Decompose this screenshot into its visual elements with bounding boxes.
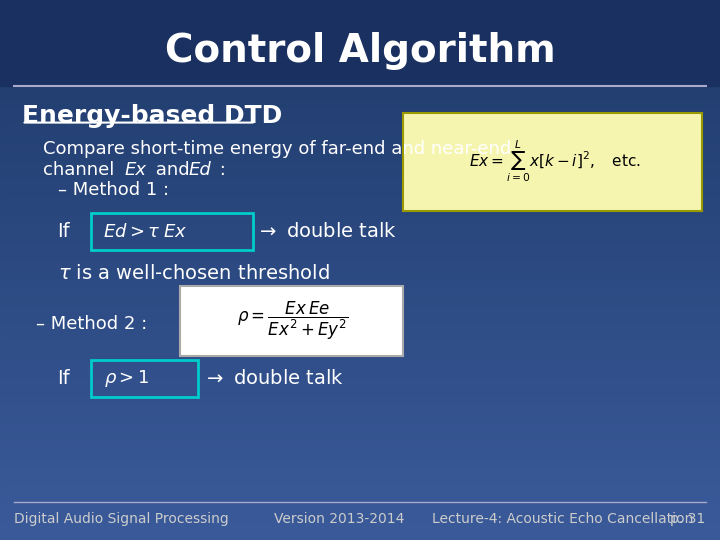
Bar — [0, 99, 720, 108]
Bar — [0, 468, 720, 477]
Bar — [0, 360, 720, 369]
Bar — [0, 0, 720, 86]
Text: :: : — [214, 161, 225, 179]
Bar — [0, 108, 720, 117]
Bar — [0, 369, 720, 378]
Text: $\rho = \dfrac{Ex\, Ee}{Ex^2 + Ey^2}$: $\rho = \dfrac{Ex\, Ee}{Ex^2 + Ey^2}$ — [237, 300, 348, 342]
Bar — [0, 324, 720, 333]
Text: $\rightarrow$ double talk: $\rightarrow$ double talk — [256, 222, 397, 241]
Bar — [0, 252, 720, 261]
Bar — [0, 396, 720, 405]
Text: channel: channel — [43, 161, 120, 179]
Text: – Method 1 :: – Method 1 : — [58, 181, 168, 199]
Bar — [0, 414, 720, 423]
Bar — [0, 189, 720, 198]
Bar — [0, 306, 720, 315]
Text: If: If — [58, 369, 71, 388]
Bar — [0, 342, 720, 351]
Bar — [0, 126, 720, 135]
Text: – Method 2 :: – Method 2 : — [36, 315, 148, 333]
Bar — [0, 216, 720, 225]
Text: $\rho > 1$: $\rho > 1$ — [104, 368, 150, 389]
Bar — [0, 486, 720, 495]
Bar — [0, 36, 720, 45]
Bar — [0, 459, 720, 468]
Bar — [0, 504, 720, 513]
Text: p. 31: p. 31 — [670, 512, 706, 526]
Text: $\rightarrow$ double talk: $\rightarrow$ double talk — [203, 369, 344, 388]
Bar — [0, 495, 720, 504]
Bar — [0, 81, 720, 90]
Bar — [0, 54, 720, 63]
Bar — [0, 378, 720, 387]
FancyBboxPatch shape — [180, 286, 403, 356]
Bar — [0, 513, 720, 522]
Bar — [0, 9, 720, 18]
Bar — [0, 198, 720, 207]
Bar — [0, 153, 720, 162]
Text: Ed: Ed — [189, 161, 212, 179]
Bar — [0, 63, 720, 72]
Text: Energy-based DTD: Energy-based DTD — [22, 104, 282, 128]
Bar — [0, 432, 720, 441]
Bar — [0, 243, 720, 252]
Bar — [0, 261, 720, 270]
Bar — [0, 135, 720, 144]
Bar — [0, 18, 720, 27]
Bar — [0, 225, 720, 234]
Bar — [0, 531, 720, 540]
Bar — [0, 279, 720, 288]
Bar — [0, 450, 720, 459]
Bar — [0, 162, 720, 171]
Bar — [0, 72, 720, 81]
Bar — [0, 180, 720, 189]
Text: Lecture-4: Acoustic Echo Cancellation: Lecture-4: Acoustic Echo Cancellation — [432, 512, 693, 526]
Bar — [0, 27, 720, 36]
Bar — [0, 477, 720, 486]
Bar — [0, 405, 720, 414]
Text: $Ed > \tau\; Ex$: $Ed > \tau\; Ex$ — [103, 222, 188, 241]
Bar — [0, 522, 720, 531]
Bar — [0, 423, 720, 432]
Bar — [0, 288, 720, 297]
Text: and: and — [150, 161, 195, 179]
Bar — [0, 144, 720, 153]
Text: $\tau$ is a well-chosen threshold: $\tau$ is a well-chosen threshold — [58, 264, 330, 284]
Text: If: If — [58, 222, 71, 241]
Bar — [0, 90, 720, 99]
Bar — [0, 45, 720, 54]
Bar — [0, 441, 720, 450]
Bar — [0, 207, 720, 216]
Bar — [0, 171, 720, 180]
Text: Control Algorithm: Control Algorithm — [165, 32, 555, 70]
Bar — [0, 270, 720, 279]
Text: Compare short-time energy of far-end and near-end: Compare short-time energy of far-end and… — [43, 139, 511, 158]
Text: $Ex = \sum_{i=0}^{L} x[k-i]^2,$   etc.: $Ex = \sum_{i=0}^{L} x[k-i]^2,$ etc. — [469, 138, 640, 184]
Bar — [0, 351, 720, 360]
Bar — [0, 315, 720, 324]
FancyBboxPatch shape — [403, 113, 702, 211]
Text: Digital Audio Signal Processing: Digital Audio Signal Processing — [14, 512, 229, 526]
Text: Ex: Ex — [125, 161, 147, 179]
Bar — [0, 297, 720, 306]
Bar — [0, 234, 720, 243]
Bar — [0, 387, 720, 396]
Bar — [0, 333, 720, 342]
Bar — [0, 0, 720, 9]
Bar — [0, 117, 720, 126]
Text: Version 2013-2014: Version 2013-2014 — [274, 512, 404, 526]
